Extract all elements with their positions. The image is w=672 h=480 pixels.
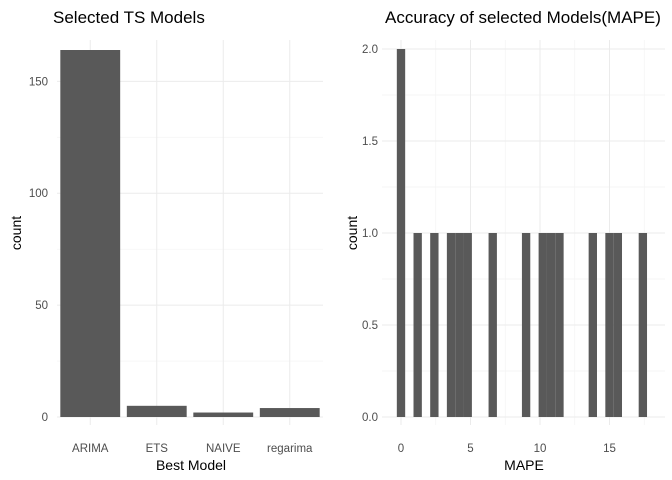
histogram-bar <box>488 233 497 417</box>
bar-ets <box>126 405 187 417</box>
bar-arima <box>60 50 121 417</box>
bar-chart-bars <box>60 50 320 417</box>
y-tick-label: 1.5 <box>362 136 378 148</box>
x-tick-label: 5 <box>467 443 473 455</box>
x-tick-label: regarima <box>267 443 313 455</box>
histogram-bar <box>463 233 472 417</box>
x-tick-label: ETS <box>146 443 169 455</box>
histogram-y-axis-title: count <box>344 216 360 250</box>
histogram-x-ticks: 0 5 10 15 <box>398 443 616 455</box>
y-tick-label: 0.0 <box>362 412 378 424</box>
histogram-bar <box>455 233 464 417</box>
histogram-bar <box>430 233 439 417</box>
y-tick-label: 2.0 <box>362 44 378 56</box>
histogram-bar <box>555 233 564 417</box>
bar-chart-y-ticks: 0 50 100 150 <box>29 76 48 424</box>
bar-chart-x-ticks: ARIMA ETS NAIVE regarima <box>72 443 313 455</box>
histogram-panel: 0.0 0.5 1.0 1.5 2.0 0 5 10 15 Accuracy of selec… <box>344 8 665 473</box>
histogram-bars <box>396 49 648 417</box>
histogram-y-ticks: 0.0 0.5 1.0 1.5 2.0 <box>362 44 378 424</box>
y-tick-label: 100 <box>29 188 48 200</box>
y-tick-label: 1.0 <box>362 228 378 240</box>
x-tick-label: 10 <box>534 443 547 455</box>
histogram-bar <box>588 233 597 417</box>
x-tick-label: 15 <box>603 443 616 455</box>
histogram-bar <box>446 233 456 417</box>
histogram-bar <box>638 233 648 417</box>
bar-regarima <box>259 408 320 417</box>
x-tick-label: ARIMA <box>72 443 109 455</box>
histogram-bar <box>538 233 547 417</box>
x-tick-label: NAIVE <box>206 443 241 455</box>
bar-naive <box>193 412 254 417</box>
bar-chart-panel: 0 50 100 150 ARIMA ETS NAIVE regarima Selected… <box>8 8 323 473</box>
histogram-bar <box>613 233 623 417</box>
x-tick-label: 0 <box>398 443 404 455</box>
bar-chart-title: Selected TS Models <box>53 8 205 27</box>
bar-chart-x-axis-title: Best Model <box>156 457 226 473</box>
histogram-bar <box>396 49 406 417</box>
histogram-bar <box>413 233 422 417</box>
histogram-bar <box>521 233 531 417</box>
y-tick-label: 0.5 <box>362 320 378 332</box>
y-tick-label: 50 <box>35 300 48 312</box>
bar-chart-y-axis-title: count <box>8 216 24 250</box>
histogram-title: Accuracy of selected Models(MAPE) <box>385 8 661 27</box>
y-tick-label: 150 <box>29 76 48 88</box>
histogram-bar <box>605 233 614 417</box>
histogram-x-axis-title: MAPE <box>504 457 544 473</box>
y-tick-label: 0 <box>42 412 48 424</box>
histogram-bar <box>546 233 556 417</box>
